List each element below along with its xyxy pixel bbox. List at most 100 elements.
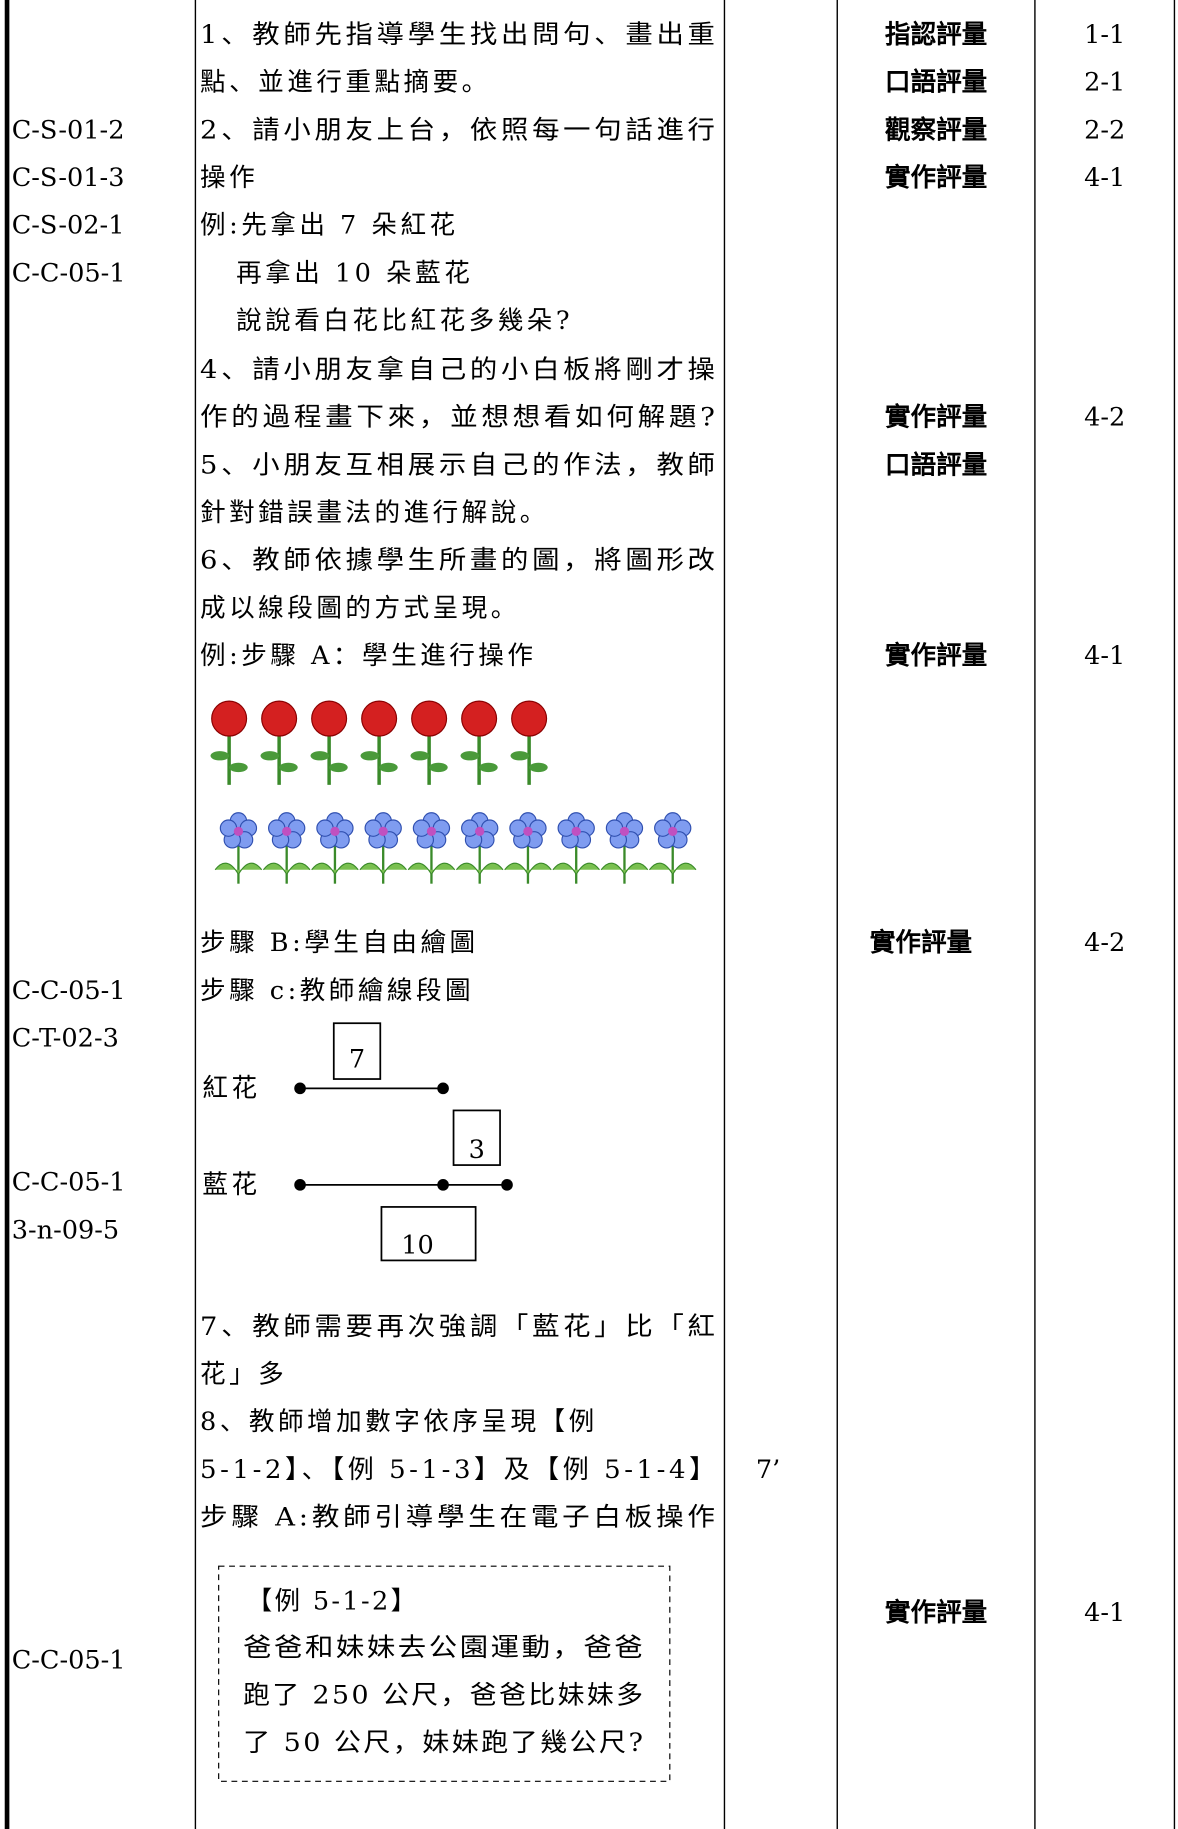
leaf: [460, 751, 480, 761]
example-line: 了 50 公尺，妹妹跑了幾公尺?: [243, 1728, 645, 1758]
red-flower: [311, 700, 348, 737]
leaf: [504, 862, 552, 876]
content-line: 5-1-2】、【例 5-1-3】及【例 5-1-4】: [200, 1455, 719, 1485]
content-line: 操作: [200, 163, 258, 193]
indicator: 1-1: [1084, 20, 1125, 50]
assessment: 觀察評量: [885, 114, 987, 145]
leaf: [429, 762, 448, 773]
content-line: 成以線段圖的方式呈現。: [200, 593, 520, 623]
content-line: 1、教師先指導學生找出問句、畫出重: [200, 20, 719, 50]
flower-center: [619, 826, 630, 837]
leaf: [360, 751, 380, 761]
content-line: 7、教師需要再次強調「藍花」比「紅: [200, 1312, 719, 1342]
indicator: 4-1: [1084, 641, 1125, 671]
indicator: 4-2: [1084, 403, 1125, 433]
petal: [316, 819, 334, 837]
example-line: 跑了 250 公尺，爸爸比妹妹多: [243, 1680, 645, 1710]
count-box: [380, 1206, 477, 1262]
dot: [437, 1179, 449, 1191]
flower-center: [523, 826, 533, 837]
flower-center: [571, 826, 581, 837]
assessment: 實作評量: [885, 1597, 987, 1628]
leaf: [649, 862, 697, 876]
content-line: 花」多: [200, 1360, 287, 1390]
content-line: 6、教師依據學生所畫的圖，將圖形改: [200, 546, 719, 576]
leaf: [510, 751, 530, 761]
petal: [557, 819, 575, 837]
petal: [364, 819, 382, 837]
content-line: 再拿出 10 朵藍花: [236, 258, 473, 288]
example-line: 爸爸和妹妹去公園運動，爸爸: [243, 1633, 645, 1663]
competency-code: C-S-01-3: [12, 163, 125, 193]
flower-center: [233, 826, 244, 837]
content-line: 步驟 B:學生自由繪圖: [200, 928, 479, 958]
content-line: 8、教師增加數字依序呈現【例: [200, 1407, 598, 1437]
red-flower: [361, 700, 398, 737]
leaf: [410, 751, 430, 761]
assessment: 指認評量: [885, 19, 987, 50]
content-line: 2、請小朋友上台，依照每一句話進行: [200, 115, 719, 145]
competency-code: C-C-05-1: [12, 1646, 126, 1676]
petal: [509, 819, 527, 837]
competency-code: C-C-05-1: [12, 976, 126, 1006]
content-line: 步驟 c:教師繪線段圖: [200, 976, 474, 1006]
leaf: [329, 762, 348, 773]
flower-center: [282, 826, 292, 837]
content-line: 步驟 A:教師引導學生在電子白板操作: [200, 1503, 719, 1533]
indicator: 2-1: [1084, 68, 1125, 98]
petal: [268, 819, 286, 837]
competency-code: C-T-02-3: [12, 1023, 119, 1053]
dot: [501, 1179, 513, 1191]
count-label: 10: [401, 1230, 434, 1260]
leaf: [311, 862, 359, 876]
leaf: [600, 862, 649, 876]
dot: [294, 1082, 306, 1095]
content-line: 例:步驟 A：學生進行操作: [200, 641, 536, 671]
leaf: [455, 862, 504, 876]
leaf: [529, 762, 548, 773]
indicator: 4-1: [1084, 163, 1125, 193]
indicator: 4-2: [1084, 928, 1125, 958]
dot: [437, 1082, 449, 1095]
petal: [219, 819, 238, 837]
indicator: 4-1: [1084, 1598, 1125, 1628]
assessment: 實作評量: [885, 162, 987, 193]
leaf: [260, 751, 280, 761]
leaf: [210, 751, 230, 761]
competency-code: C-S-01-2: [12, 115, 125, 145]
content-line: 例:先拿出 7 朵紅花: [200, 211, 459, 241]
assessment: 實作評量: [885, 640, 987, 671]
leaf: [279, 762, 298, 773]
leaf: [359, 862, 407, 876]
leaf: [262, 862, 311, 876]
red-flower: [261, 700, 298, 737]
leaf: [379, 762, 398, 773]
diagram-label: 紅花: [202, 1073, 260, 1103]
leaf: [552, 862, 600, 876]
flower-center: [668, 826, 678, 837]
competency-code: C-S-02-1: [12, 211, 125, 241]
assessment: 口語評量: [885, 449, 987, 480]
count-label: 3: [469, 1135, 485, 1165]
competency-code: C-C-05-1: [12, 258, 126, 288]
dot: [294, 1179, 306, 1191]
leaf: [310, 751, 330, 761]
count-box: [332, 1022, 382, 1080]
assessment: 口語評量: [885, 67, 987, 98]
assessment: 實作評量: [885, 402, 987, 433]
flower-center: [330, 826, 340, 837]
flower-center: [378, 826, 388, 837]
count-box: [452, 1109, 501, 1166]
example-line: 【例 5-1-2】: [247, 1586, 419, 1616]
count-label: 7: [349, 1044, 365, 1074]
example-frame: [218, 1565, 671, 1782]
red-flower: [511, 700, 548, 737]
red-flower: [211, 700, 248, 737]
flower-center: [426, 826, 437, 837]
competency-code: C-C-05-1: [12, 1168, 126, 1198]
leaf: [479, 762, 498, 773]
indicator: 2-2: [1084, 115, 1125, 145]
time: 7’: [756, 1455, 780, 1485]
leaf: [229, 762, 248, 773]
